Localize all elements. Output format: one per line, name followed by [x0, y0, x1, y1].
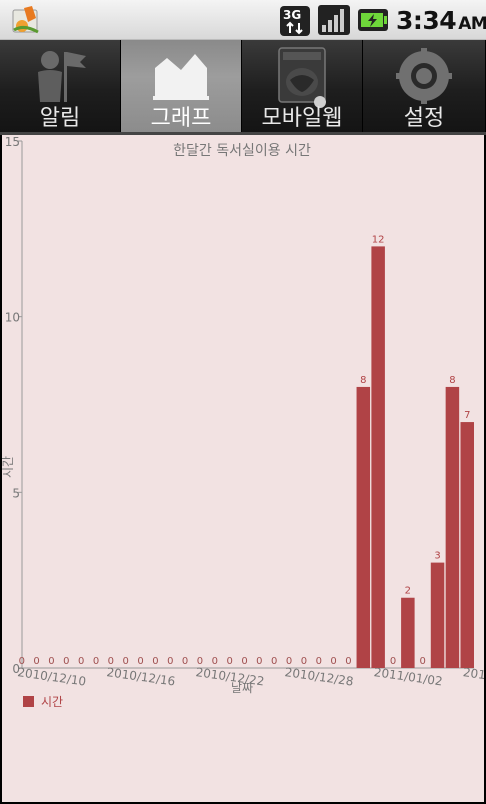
bar-value-label: 0: [108, 656, 114, 667]
bar-value-label: 0: [48, 656, 54, 667]
bar: [445, 386, 460, 668]
bar: [371, 246, 385, 668]
clock-time: 3:34: [396, 6, 457, 35]
bar-value-label: 0: [271, 656, 277, 667]
bar-value-label: 0: [63, 656, 69, 667]
y-tick-label: 0: [12, 662, 20, 676]
bar-value-label: 0: [137, 656, 143, 667]
y-tick-label: 10: [5, 311, 20, 325]
x-tick-label: 2011/01/02: [373, 665, 443, 688]
bar: [356, 386, 371, 668]
bar-value-label: 0: [19, 656, 25, 667]
legend-swatch: [23, 696, 34, 707]
bar-value-label: 8: [449, 375, 455, 386]
x-tick-label: 2010/12/16: [106, 665, 176, 688]
x-tick-label: 2010/12/10: [17, 665, 87, 688]
bar-value-label: 0: [197, 656, 203, 667]
bar-value-label: 0: [226, 656, 232, 667]
bar-value-label: 0: [182, 656, 188, 667]
bar: [460, 422, 474, 668]
bar-value-label: 0: [256, 656, 262, 667]
notification-app-icon[interactable]: [10, 4, 44, 36]
bar-value-label: 0: [301, 656, 307, 667]
tab-settings-label: 설정: [403, 106, 445, 131]
bar-value-label: 0: [286, 656, 292, 667]
bar-value-label: 0: [78, 656, 84, 667]
clock-ampm: AM: [458, 14, 486, 34]
bar: [430, 562, 445, 668]
legend-label: 시간: [41, 695, 63, 709]
tab-notice[interactable]: 알림: [0, 40, 121, 132]
tab-graph[interactable]: 그래프: [121, 40, 242, 132]
bar: [401, 597, 415, 668]
bar-value-label: 0: [152, 656, 158, 667]
tab-bar: 알림 그래프 모바일웹 설정: [0, 40, 486, 135]
network-type-text: 3G: [283, 8, 301, 22]
bar-value-label: 0: [390, 656, 396, 667]
bar-value-label: 3: [434, 551, 440, 562]
bar-value-label: 0: [420, 656, 426, 667]
bar-value-label: 0: [123, 656, 129, 667]
status-clock: 3:34 AM: [396, 6, 486, 35]
chart-legend: 시간: [23, 695, 63, 709]
tab-settings[interactable]: 설정: [363, 40, 486, 132]
network-3g-icon: 3G: [280, 6, 310, 36]
bar-value-label: 0: [241, 656, 247, 667]
tab-mobile-web[interactable]: 모바일웹: [242, 40, 363, 132]
status-bar: 3G 3:34 AM: [0, 0, 486, 40]
bar-value-label: 0: [33, 656, 39, 667]
tab-underline: [0, 132, 486, 135]
graph-icon: [153, 54, 209, 100]
y-tick-label: 15: [5, 135, 20, 149]
bar-value-label: 8: [360, 375, 366, 386]
battery-charging-icon: [358, 9, 388, 31]
bar-value-label: 0: [330, 656, 336, 667]
notice-person-flag-icon: [38, 51, 86, 102]
bar-value-label: 12: [372, 234, 385, 245]
tab-mobile-web-label: 모바일웹: [261, 106, 343, 131]
tab-graph-label: 그래프: [150, 106, 212, 131]
korea-university-logo-icon: [278, 47, 326, 108]
x-tick-label: 2011/0: [462, 665, 484, 685]
chart-x-axis-label: 날짜: [231, 681, 253, 695]
bar-value-label: 0: [93, 656, 99, 667]
tab-notice-label: 알림: [39, 106, 81, 131]
chart-area: 한달간 독서실이용 시간 날짜 시간 시간 0 5 10 15 2010/12/10 20…: [2, 135, 484, 802]
bar-value-label: 2: [405, 586, 411, 597]
bar-value-label: 0: [345, 656, 351, 667]
bar-value-label: 0: [212, 656, 218, 667]
signal-strength-icon: [318, 5, 350, 35]
bar-value-label: 7: [464, 410, 470, 421]
settings-gear-icon: [396, 48, 452, 104]
bar-value-label: 0: [316, 656, 322, 667]
x-tick-label: 2010/12/28: [284, 665, 354, 688]
bar-value-label: 0: [167, 656, 173, 667]
chart-title: 한달간 독서실이용 시간: [173, 143, 311, 159]
chart-y-axis-label: 시간: [2, 456, 15, 478]
y-tick-label: 5: [12, 486, 20, 500]
